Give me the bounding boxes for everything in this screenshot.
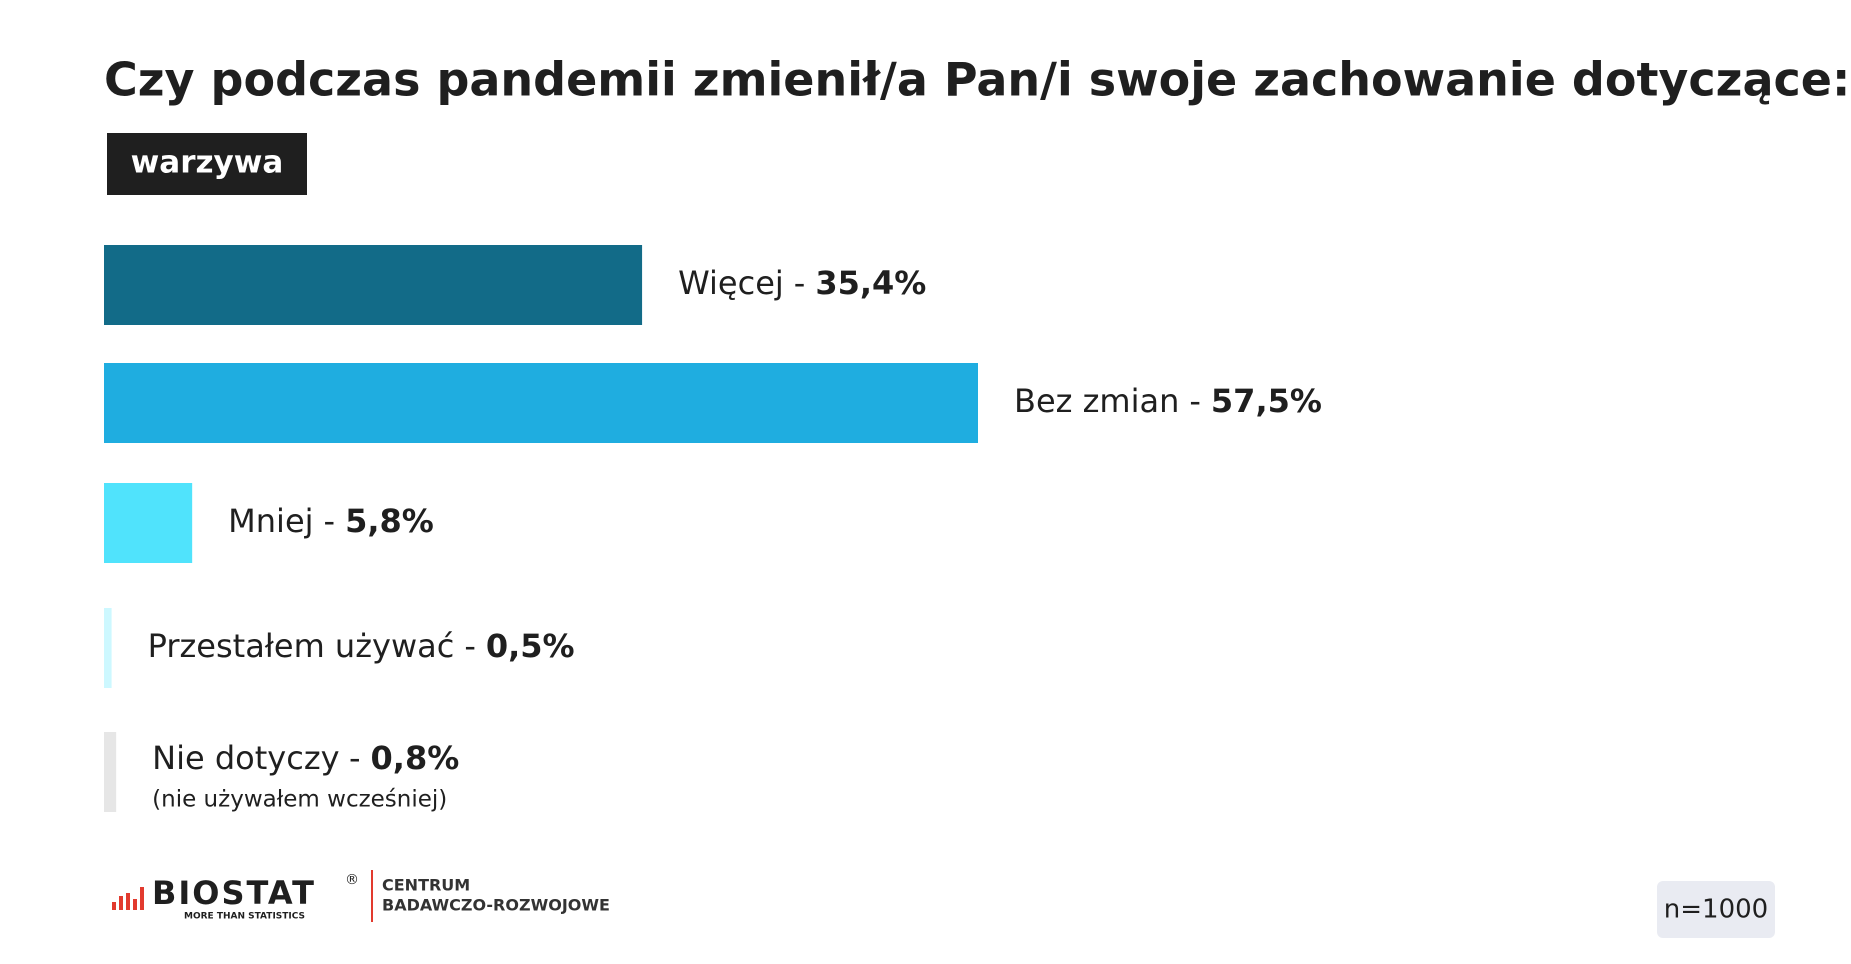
bar-label: Mniej -5,8% [228,502,434,540]
registered: ® [345,872,359,888]
separator: - [1189,382,1201,420]
category-label: Więcej [678,264,784,302]
separator: - [324,502,336,540]
separator: - [349,739,361,777]
bar-label: Przestałem używać -0,5% [148,627,575,665]
logo-bars [112,887,144,910]
bar-label: Bez zmian -57,5% [1014,382,1322,420]
sample-box [1657,881,1775,938]
bar [104,245,643,325]
value-label: 0,5% [486,627,575,665]
bar [104,732,117,812]
category-label: Przestałem używać [148,627,455,665]
bar [104,483,193,563]
subtitle: warzywa [131,145,284,181]
value-label: 57,5% [1211,382,1322,420]
value-label: 0,8% [371,739,460,777]
bar-note: (nie używałem wcześniej) [152,787,447,813]
logo: BIOSTAT [152,874,316,912]
separator: - [794,264,806,302]
bar-label: Nie dotyczy -0,8% [152,739,459,777]
bar [104,608,112,688]
category-label: Mniej [228,502,313,540]
center-line2: BADAWCZO-ROZWOJOWE [382,896,610,915]
bar-label: Więcej -35,4% [678,264,926,302]
bar [104,363,978,443]
chart-title: Czy podczas pandemii zmienił/a Pan/i swo… [104,53,1850,107]
category-label: Nie dotyczy [152,739,339,777]
value-label: 35,4% [815,264,926,302]
value-label: 5,8% [345,502,434,540]
sample: n=1000 [1664,895,1768,925]
tagline: MORE THAN STATISTICS [184,912,305,922]
subtitle-box [107,133,307,195]
separator: - [464,627,476,665]
center-line1: CENTRUM [382,876,470,895]
category-label: Bez zmian [1014,382,1179,420]
